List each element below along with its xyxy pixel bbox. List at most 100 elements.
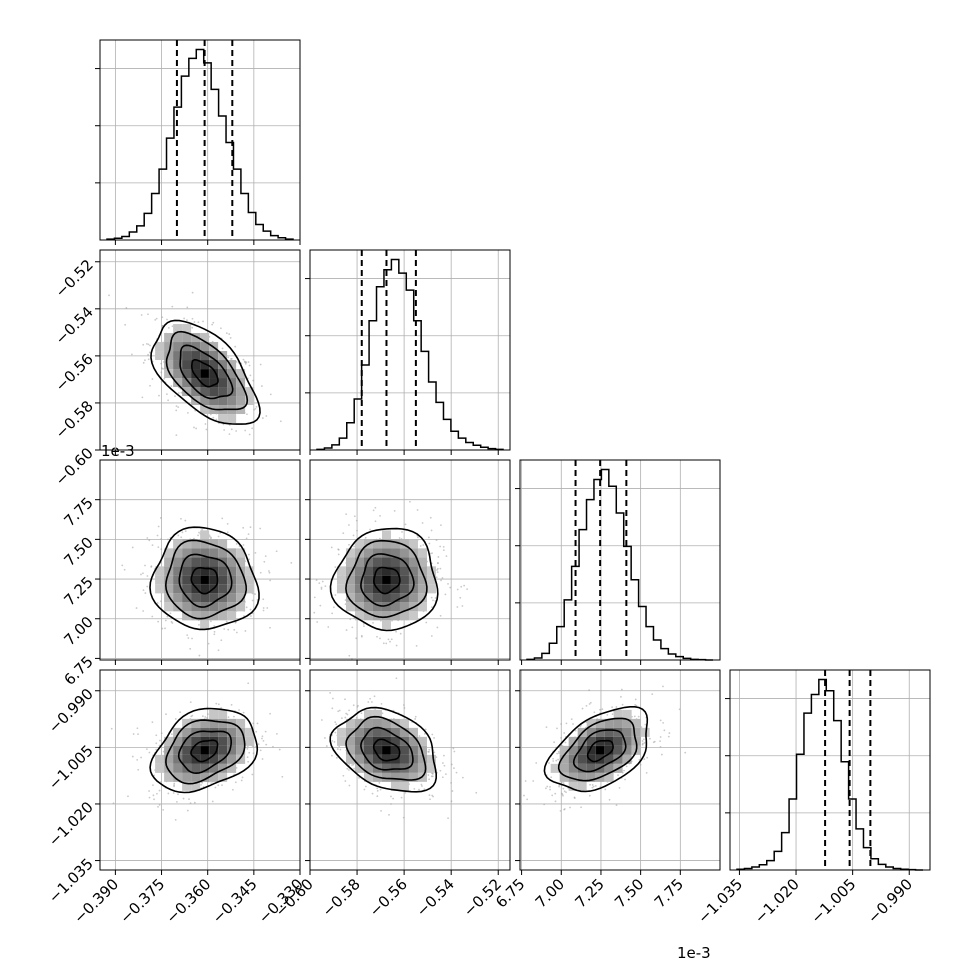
density-cell bbox=[363, 745, 373, 755]
sample-point bbox=[428, 778, 431, 781]
sample-point bbox=[419, 545, 422, 547]
sample-point bbox=[164, 619, 167, 622]
density-cell bbox=[218, 548, 228, 558]
density-cell bbox=[155, 584, 165, 594]
sample-point bbox=[223, 628, 226, 630]
density-cell bbox=[613, 709, 623, 719]
panel-content bbox=[121, 517, 293, 687]
density-cell bbox=[613, 718, 623, 728]
sample-point bbox=[252, 752, 255, 755]
contour-line bbox=[165, 330, 249, 411]
sample-point bbox=[379, 788, 382, 791]
sample-point bbox=[562, 787, 565, 790]
density-cell bbox=[354, 584, 364, 594]
sample-point bbox=[337, 710, 340, 713]
density-cell bbox=[173, 557, 183, 567]
sample-point bbox=[336, 748, 339, 750]
sample-point bbox=[615, 804, 618, 807]
density-cell bbox=[399, 772, 409, 782]
sample-point bbox=[428, 542, 431, 545]
sample-point bbox=[180, 391, 183, 394]
density-cell bbox=[408, 593, 418, 603]
sample-point bbox=[423, 733, 426, 735]
density-cell bbox=[164, 736, 174, 746]
density-cell bbox=[381, 727, 391, 737]
sample-point bbox=[167, 538, 169, 541]
sample-point bbox=[153, 798, 155, 801]
axes-frame bbox=[309, 669, 511, 871]
density-cell bbox=[381, 718, 391, 728]
density-cell bbox=[568, 772, 578, 782]
density-cell bbox=[191, 584, 201, 594]
sample-point bbox=[344, 780, 347, 782]
sample-point bbox=[230, 428, 233, 431]
sample-point bbox=[643, 758, 646, 760]
density-cell bbox=[408, 557, 418, 567]
sample-point bbox=[147, 353, 149, 356]
density-cell bbox=[200, 396, 210, 406]
sample-point bbox=[157, 620, 160, 623]
sample-point bbox=[246, 745, 249, 748]
sample-point bbox=[146, 585, 149, 588]
density-cell bbox=[372, 745, 382, 755]
scatter-panel-0-1 bbox=[95, 249, 301, 455]
density-cell bbox=[345, 548, 355, 558]
x-tick-label: −1.005 bbox=[807, 875, 859, 927]
density-cell bbox=[173, 584, 183, 594]
sample-point bbox=[353, 767, 356, 770]
histogram-step bbox=[106, 48, 294, 240]
density-cell bbox=[568, 781, 578, 791]
sample-point bbox=[254, 407, 257, 410]
density-cell bbox=[390, 727, 400, 737]
sample-point bbox=[356, 705, 359, 708]
sample-point bbox=[684, 751, 687, 754]
sample-point bbox=[246, 756, 249, 759]
sample-point bbox=[198, 623, 200, 626]
sample-point bbox=[559, 809, 562, 812]
density-cell bbox=[345, 566, 355, 576]
sample-point bbox=[263, 560, 266, 563]
sample-point bbox=[213, 630, 216, 633]
sample-point bbox=[620, 695, 622, 698]
x-tick-label: 7.00 bbox=[532, 875, 568, 911]
density-cell bbox=[363, 593, 373, 603]
density-cell bbox=[363, 611, 373, 621]
density-cell bbox=[200, 763, 210, 773]
sample-point bbox=[432, 599, 434, 602]
density-cell bbox=[200, 342, 210, 352]
sample-point bbox=[156, 602, 159, 604]
sample-point bbox=[554, 800, 557, 803]
density-cell bbox=[372, 709, 382, 719]
density-cell bbox=[209, 360, 219, 370]
density-cell bbox=[173, 342, 183, 352]
density-cell bbox=[200, 405, 210, 415]
sample-point bbox=[230, 358, 232, 360]
density-cell bbox=[182, 351, 192, 361]
sample-point bbox=[161, 627, 164, 630]
sample-point bbox=[269, 579, 272, 582]
density-cell bbox=[227, 593, 237, 603]
sample-point bbox=[450, 781, 452, 784]
sample-point bbox=[569, 806, 571, 809]
sample-point bbox=[422, 544, 425, 546]
density-cell bbox=[399, 781, 409, 791]
sample-point bbox=[188, 685, 190, 687]
contour-line bbox=[345, 715, 427, 781]
density-cell bbox=[372, 539, 382, 549]
sample-point bbox=[362, 622, 365, 625]
sample-point bbox=[641, 742, 644, 745]
density-peak bbox=[200, 575, 209, 584]
sample-point bbox=[246, 747, 249, 750]
sample-point bbox=[588, 689, 591, 692]
sample-point bbox=[442, 545, 445, 548]
density-cell bbox=[336, 566, 346, 576]
sample-point bbox=[227, 628, 230, 631]
contour-line bbox=[345, 539, 428, 619]
sample-point bbox=[331, 739, 334, 742]
sample-point bbox=[191, 714, 194, 717]
density-cell bbox=[209, 387, 219, 397]
density-cell bbox=[372, 548, 382, 558]
sample-point bbox=[161, 324, 164, 327]
sample-point bbox=[197, 321, 200, 324]
sample-point bbox=[247, 361, 250, 363]
